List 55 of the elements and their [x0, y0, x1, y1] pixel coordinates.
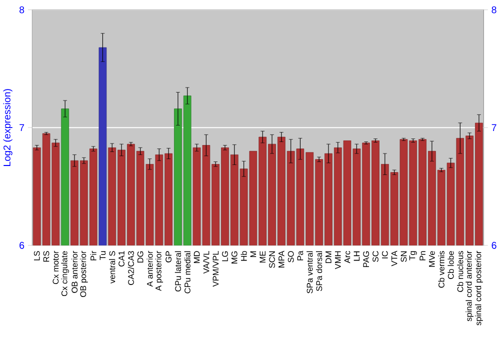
x-tick-label: Hb: [240, 251, 247, 261]
x-tick-label: DM: [326, 252, 332, 264]
x-tick-label: CPu medial: [184, 252, 190, 294]
x-tick-label: MG: [231, 252, 238, 264]
x-tick-label: Cb lobe: [448, 251, 454, 280]
x-tick-label: spinal cord anterior: [466, 251, 474, 322]
x-tick-label: IC: [382, 251, 388, 259]
x-tick-label: GP: [166, 251, 172, 263]
x-tick-label: SPa ventral: [306, 252, 313, 294]
x-tick-label: MPA: [278, 250, 284, 268]
x-tick-label: Tg: [409, 251, 417, 260]
x-tick-label: Cb nucleus: [457, 251, 464, 292]
x-tick-label: Arc: [344, 251, 350, 264]
x-tick-label: SPa dorsal: [316, 252, 322, 292]
y-axis-title: Log2 (expression): [3, 89, 12, 166]
y-tick-label: 6: [20, 242, 24, 250]
x-tick-label: spinal cord posterior: [475, 251, 483, 326]
x-tick-label: SCN: [269, 252, 275, 268]
x-tick-label: CA2/CA3: [128, 251, 134, 286]
y2-tick-label: 6: [492, 242, 496, 250]
y2-tick-label: 8: [492, 6, 496, 14]
x-tick-label: A anterior: [146, 251, 153, 287]
x-tick-label: MVe: [429, 251, 435, 267]
y2-tick-label: 7: [492, 124, 496, 132]
x-tick-label: RS: [43, 251, 50, 262]
x-tick-label: SN: [400, 252, 407, 262]
x-tick-label: Pn: [420, 252, 426, 260]
x-tick-label: ME: [260, 251, 266, 263]
x-tick-label: PAG: [363, 252, 370, 268]
x-tick-label: M: [250, 252, 256, 258]
y-tick-label: 8: [20, 6, 24, 14]
x-tick-label: ventral S: [109, 251, 116, 284]
x-tick-label: Cx cingulate: [61, 251, 69, 296]
x-tick-label: Cx motor: [52, 251, 59, 284]
x-tick-label: VA/VL: [203, 251, 210, 274]
x-tick-label: SC: [372, 251, 378, 262]
x-tick-label: Cb vermis: [438, 251, 444, 288]
x-tick-label: VPM/VPL: [212, 251, 219, 287]
x-tick-label: VMH: [335, 252, 341, 270]
x-tick-label: LG: [222, 252, 228, 262]
x-tick-label: SO: [288, 251, 294, 263]
x-tick-label: CPu lateral: [174, 252, 182, 292]
x-tick-label: Tu: [100, 252, 106, 260]
y-tick-label: 7: [20, 124, 24, 132]
x-tick-label: A posterior: [155, 251, 164, 292]
x-tick-label: CA1: [118, 251, 124, 267]
x-tick-label: LS: [34, 251, 40, 260]
x-tick-label: Pa: [297, 250, 304, 260]
x-tick-label: DG: [137, 252, 144, 263]
x-tick-label: OB anterior: [71, 251, 78, 294]
x-tick-label: OB posterior: [80, 251, 88, 298]
x-tick-label: MD: [194, 251, 200, 264]
x-tick-label: LH: [354, 252, 360, 261]
x-tick-label: VTA: [391, 250, 398, 266]
x-tick-label: Pir: [90, 251, 96, 260]
